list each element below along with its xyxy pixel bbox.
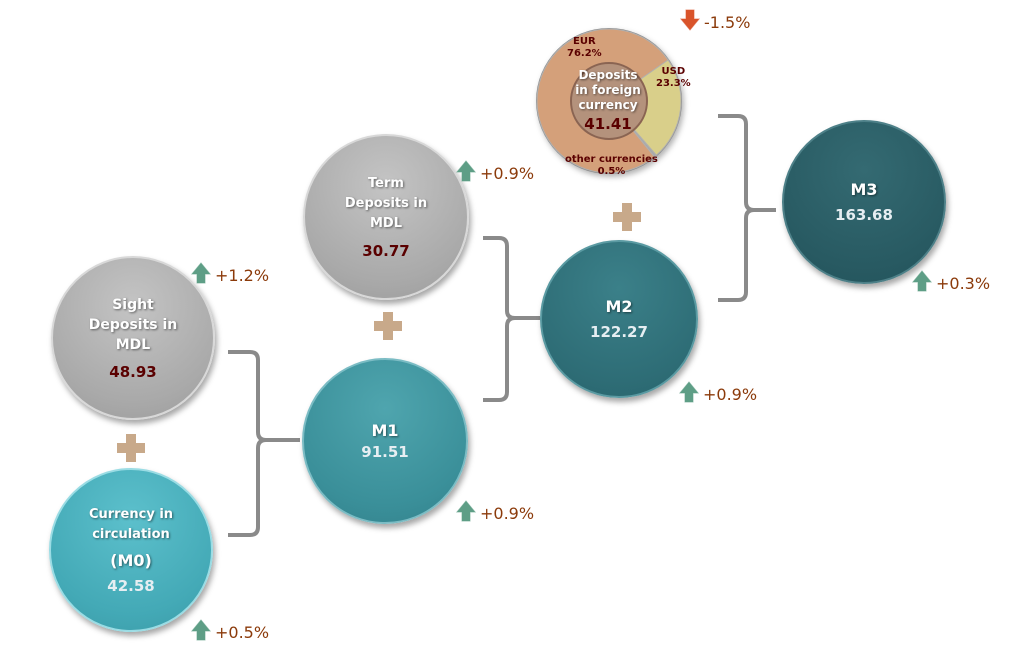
donut-hole [570,62,648,140]
foreign-change: -1.5% [679,9,750,35]
m0-value: 42.58 [107,577,155,595]
foreign-label: Deposits in foreign currency [575,67,641,112]
bracket-m2 [483,236,540,402]
plus-icon [374,312,402,340]
foreign-value: 41.41 [584,114,632,133]
plus-icon [117,434,145,462]
m3-value: 163.68 [835,206,893,224]
m1-circle: M1 91.51 [302,358,468,524]
up-arrow-icon [190,262,212,288]
m2-circle: M2 122.27 [540,240,698,398]
m0-change: +0.5% [190,619,269,645]
sight-deposits-circle: Sight Deposits in MDL 48.93 [51,256,215,420]
m1-value: 91.51 [361,443,409,461]
foreign-currency-donut [536,28,682,174]
foreign-center: Deposits in foreign currency 41.41 [570,62,646,138]
bracket-m3 [718,114,776,302]
m2-change: +0.9% [678,381,757,407]
m3-change: +0.3% [911,270,990,296]
up-arrow-icon [455,160,477,186]
m0-code: (M0) [110,551,152,570]
m1-change: +0.9% [455,500,534,526]
m3-label: M3 [850,180,878,199]
sight-change: +1.2% [190,262,269,288]
down-arrow-icon [679,9,701,35]
up-arrow-icon [911,270,933,296]
term-deposits-value: 30.77 [362,242,410,260]
pie-label-usd: USD 23.3% [656,66,691,89]
term-deposits-label: Term Deposits in MDL [344,176,428,231]
bracket-m1 [228,350,300,537]
up-arrow-icon [455,500,477,526]
m3-circle: M3 163.68 [782,120,946,284]
m0-label: Currency in circulation [88,507,174,542]
term-change: +0.9% [455,160,534,186]
m2-value: 122.27 [590,323,648,341]
up-arrow-icon [190,619,212,645]
sight-deposits-value: 48.93 [109,363,157,381]
pie-label-eur: EUR 76.2% [567,36,602,59]
plus-icon [613,203,641,231]
up-arrow-icon [678,381,700,407]
m2-label: M2 [605,297,633,316]
m1-label: M1 [371,421,399,440]
term-deposits-circle: Term Deposits in MDL 30.77 [303,134,469,300]
sight-deposits-label: Sight Deposits in MDL [88,297,178,353]
pie-label-other: other currencies 0.5% [565,154,658,177]
m0-circle: Currency in circulation (M0) 42.58 [49,468,213,632]
